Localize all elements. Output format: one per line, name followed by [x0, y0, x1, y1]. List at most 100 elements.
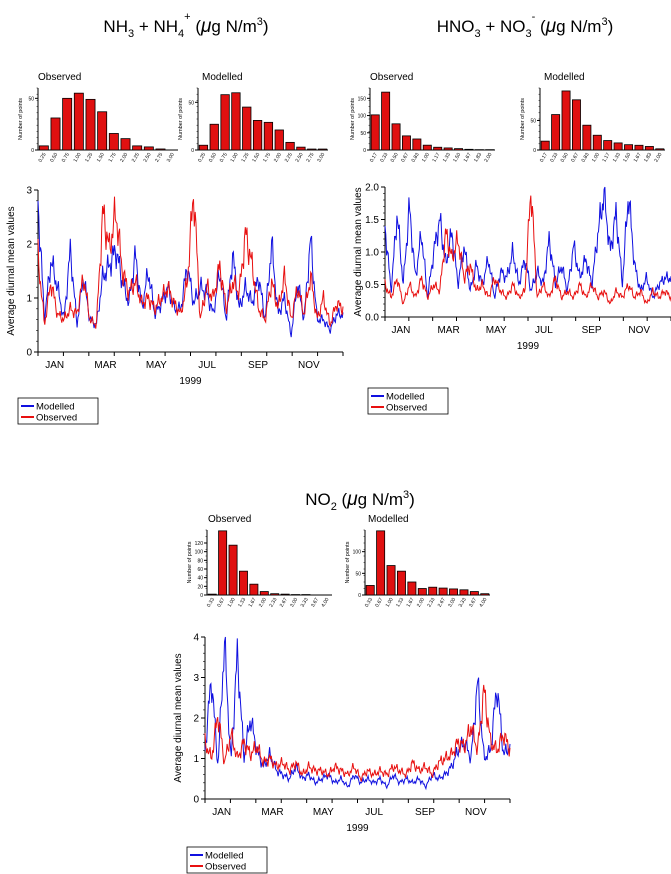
x-tick-label: 2.67 [279, 597, 289, 609]
y-tick-label: 0 [358, 593, 361, 599]
histogram-bar [459, 589, 469, 596]
histogram-bar [231, 92, 241, 151]
y-axis-label: Number of points [18, 98, 24, 140]
y-tick-label: 100 [195, 550, 204, 556]
histogram-bar [464, 148, 474, 151]
title-unit2: g N/m [556, 17, 601, 36]
title-unit: ( [337, 490, 348, 509]
histogram-bar [218, 530, 228, 596]
x-tick-label: 2.33 [268, 597, 278, 609]
x-tick-label: 2.00 [416, 597, 426, 609]
x-tick-label: 0.17 [539, 152, 549, 164]
x-tick-label: 0.83 [581, 152, 591, 164]
histogram-bar [220, 94, 230, 151]
y-tick-label: 50 [188, 100, 194, 106]
histogram-bar [561, 90, 571, 151]
x-tick-label: 2.50 [143, 152, 153, 164]
x-tick-label: 0.33 [379, 152, 389, 164]
histogram-bar [540, 140, 550, 151]
x-tick-label: 4.00 [320, 597, 330, 609]
histogram-bar [592, 134, 602, 151]
histogram-bar [228, 544, 238, 596]
histogram-bar [571, 99, 581, 151]
title-mid: + NH [134, 17, 178, 36]
histogram-bar [655, 148, 665, 151]
histogram-bar [449, 588, 459, 596]
x-tick-label: 1.67 [406, 597, 416, 609]
title-close: ) [608, 17, 614, 36]
y-tick-label: 0 [533, 148, 536, 154]
histogram-bar [132, 145, 143, 151]
x-tick-label: 1.67 [633, 152, 643, 164]
histogram-bar [376, 530, 386, 596]
x-tick-label: 1.50 [96, 152, 106, 164]
title-unit2: g N/m [211, 17, 256, 36]
histogram-bar [143, 146, 154, 151]
title-mid: + NO [481, 17, 526, 36]
y-tick-label: 4 [193, 633, 199, 644]
y-tick-label: 50 [355, 571, 361, 577]
x-tick-label: JUL [535, 325, 553, 336]
y-axis-label: Number of points [178, 98, 184, 140]
y-tick-label: 2 [193, 714, 199, 725]
x-tick-label: 3.33 [458, 597, 468, 609]
histogram-bar [270, 593, 280, 596]
x-tick-label: 1.50 [452, 152, 462, 164]
histogram-bar [443, 147, 453, 151]
histogram-bar [280, 593, 290, 596]
x-tick-label: SEP [582, 325, 602, 336]
histogram-bar [603, 140, 613, 151]
y-axis-label: Average diurnal mean values [6, 206, 17, 335]
histogram-title: Modelled [544, 72, 585, 83]
x-tick-label: JUL [365, 807, 383, 818]
y-tick-label: 1.5 [365, 215, 379, 226]
legend-label: Observed [386, 403, 427, 414]
histogram-bar [582, 124, 592, 151]
y-tick-label: 0.5 [365, 280, 379, 291]
histogram-bar [209, 123, 219, 151]
x-tick-label: 1.50 [622, 152, 632, 164]
y-tick-label: 20 [197, 584, 203, 590]
title-base1: NH [103, 17, 128, 36]
histogram-bar [296, 146, 306, 151]
x-tick-label: 1.83 [473, 152, 483, 164]
histogram-bar [263, 121, 274, 151]
histogram-title: Observed [38, 72, 81, 83]
x-tick-label: 0.50 [390, 152, 400, 164]
histogram-bar [274, 129, 284, 151]
x-tick-label: 1.67 [463, 152, 473, 164]
histogram-bar [422, 144, 432, 151]
histogram-title: Observed [370, 72, 413, 83]
title-base1: NO [305, 490, 331, 509]
x-tick-label: JAN [212, 807, 231, 818]
x-tick-label: 0.50 [208, 152, 218, 164]
histogram-bar [469, 591, 479, 596]
y-tick-label: 50 [360, 131, 366, 137]
title-unit: ( [535, 17, 546, 36]
x-tick-label: 1.00 [385, 597, 395, 609]
histogram-bar [198, 144, 209, 151]
legend-box [367, 387, 449, 415]
y-tick-label: 50 [530, 118, 536, 124]
x-tick-label: 1.17 [431, 152, 441, 164]
x-tick-label: 1.83 [643, 152, 653, 164]
y-tick-label: 0.0 [365, 313, 379, 324]
x-tick-label: MAY [146, 360, 167, 371]
histogram-bar [317, 148, 328, 151]
title-unit: ( [191, 17, 202, 36]
x-tick-label: NOV [465, 807, 487, 818]
legend-label: Observed [205, 862, 246, 873]
histogram-bar [238, 570, 248, 596]
legend-label: Observed [36, 413, 77, 424]
x-tick-label: 0.50 [560, 152, 570, 164]
x-tick-label: MAR [437, 325, 459, 336]
histogram-bar [433, 146, 443, 151]
y-axis-label: Average diurnal mean values [353, 187, 364, 316]
